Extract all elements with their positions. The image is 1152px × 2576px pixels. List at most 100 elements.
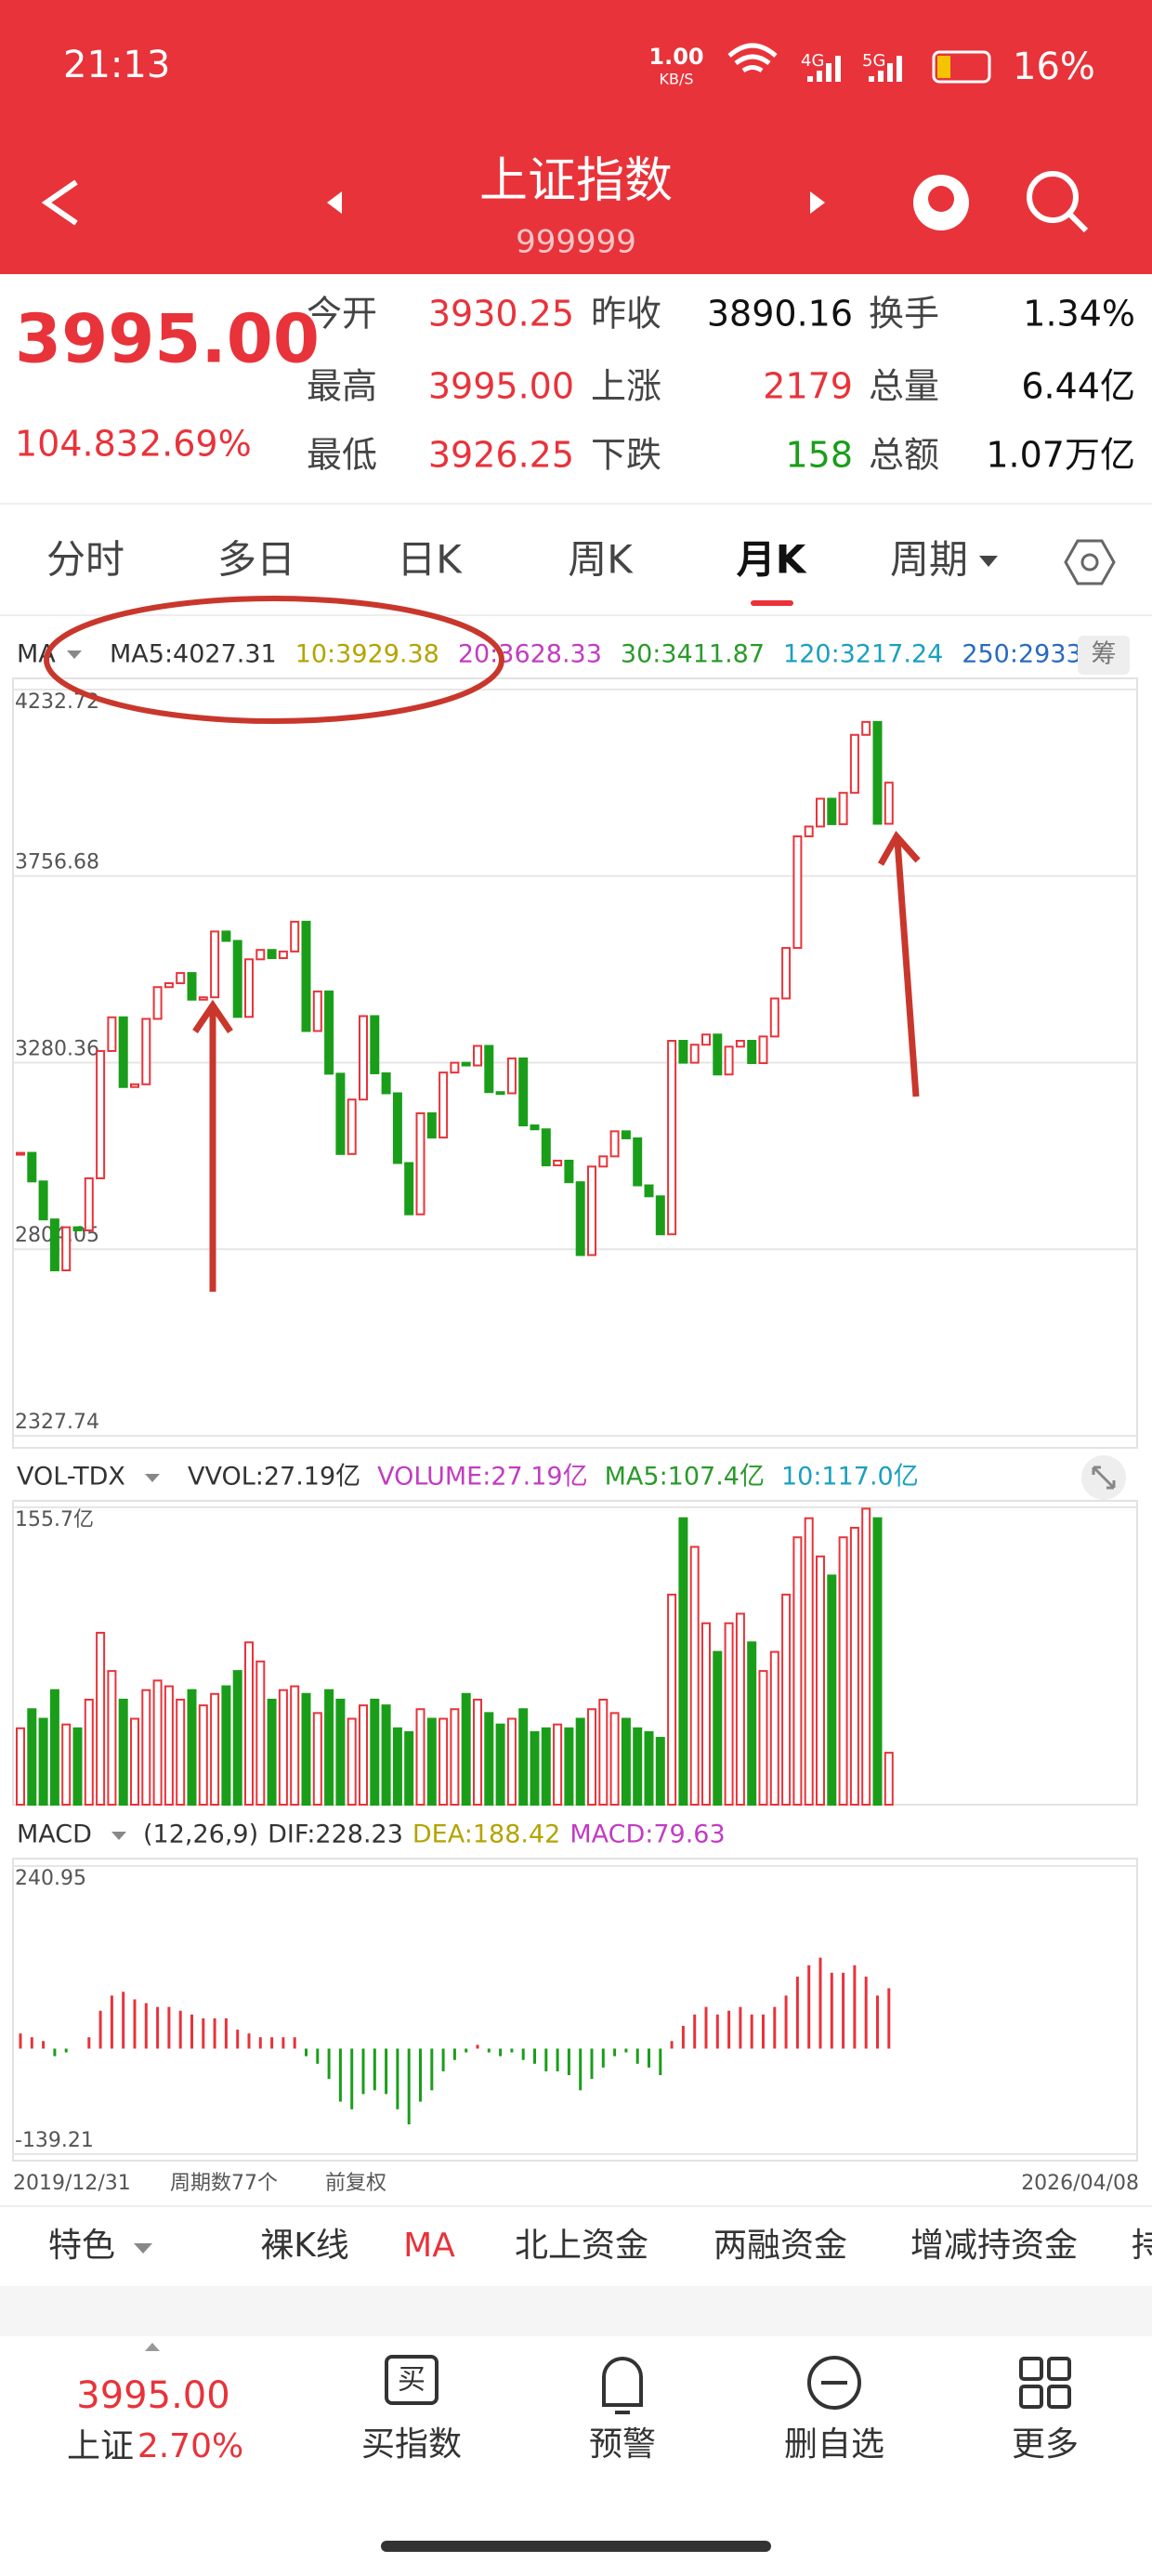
candle xyxy=(16,1151,25,1156)
candle xyxy=(359,1015,368,1101)
volume-bar xyxy=(758,1670,768,1806)
indicator-tab[interactable]: 特色 xyxy=(48,2227,115,2265)
volume-bar xyxy=(301,1692,311,1806)
candle xyxy=(804,825,814,837)
indicator-tab[interactable]: 持 xyxy=(1132,2227,1152,2265)
change: 104.83 xyxy=(15,424,138,465)
candle xyxy=(404,1162,414,1216)
candle xyxy=(324,990,334,1075)
candle xyxy=(609,1130,620,1158)
legend-item: DIF:228.23 xyxy=(268,1820,403,1849)
alert-icon xyxy=(602,2357,643,2414)
y-tick-label: 240.95 xyxy=(15,1867,86,1890)
legend-item: MACD:79.63 xyxy=(569,1820,725,1849)
candle xyxy=(176,972,186,985)
candle xyxy=(792,835,803,950)
volume-bar xyxy=(49,1689,59,1806)
next[interactable] xyxy=(810,191,825,214)
candle xyxy=(884,782,894,825)
volume-bar xyxy=(152,1679,163,1807)
title: 上证指数 xyxy=(479,153,673,209)
candle xyxy=(564,1159,574,1184)
svg-text:买: 买 xyxy=(398,2364,425,2397)
field-label: 今开 xyxy=(307,294,377,335)
legend-item: 20:3628.33 xyxy=(458,640,602,669)
expand[interactable] xyxy=(1092,1465,1116,1490)
candle xyxy=(107,1016,117,1052)
y-tick-label: 3756.68 xyxy=(15,851,99,874)
candle xyxy=(506,1057,517,1095)
vol-label[interactable]: VOL-TDX xyxy=(17,1463,125,1492)
adjust: 前复权 xyxy=(325,2172,386,2195)
macd-label[interactable]: MACD xyxy=(17,1820,92,1849)
time: 21:13 xyxy=(63,44,170,86)
candle xyxy=(484,1045,494,1094)
candle xyxy=(495,1091,505,1096)
volume-bar xyxy=(290,1685,300,1806)
candle xyxy=(72,1226,83,1232)
battery-icon xyxy=(932,50,991,84)
candle xyxy=(118,1016,128,1088)
search[interactable] xyxy=(1027,171,1079,223)
indicator-tab[interactable]: 北上资金 xyxy=(515,2227,648,2265)
volume-bar xyxy=(633,1727,643,1807)
tab[interactable]: 周期 xyxy=(890,537,968,583)
battery-level xyxy=(937,56,950,78)
nav-button[interactable]: 买指数 xyxy=(361,2425,462,2464)
candle xyxy=(781,947,792,1000)
legend-item: DEA:188.42 xyxy=(412,1820,560,1849)
volume-bar xyxy=(232,1670,242,1806)
annotations xyxy=(44,596,921,1292)
candle xyxy=(335,1072,346,1155)
legend-item: 30:3411.87 xyxy=(621,640,765,669)
legend-item: VOLUME:27.19亿 xyxy=(377,1463,587,1492)
volume-bar xyxy=(735,1612,745,1806)
tab[interactable]: 日K xyxy=(397,537,463,583)
prev[interactable] xyxy=(327,191,342,214)
field-value: 158 xyxy=(785,435,853,476)
indicator-tab[interactable]: MA xyxy=(403,2227,455,2265)
tab[interactable]: 多日 xyxy=(217,537,295,583)
periods: 周期数77个 xyxy=(170,2172,278,2195)
y-tick-label: 3280.36 xyxy=(15,1037,99,1060)
tab[interactable]: 周K xyxy=(568,537,634,583)
tab-underline xyxy=(751,600,793,606)
candle xyxy=(49,1218,59,1272)
axis-end: 2026/04/08 xyxy=(1021,2172,1139,2195)
field-label: 下跌 xyxy=(591,435,661,476)
volume-bar xyxy=(541,1727,551,1807)
candle xyxy=(232,940,242,1019)
candle xyxy=(747,1039,757,1065)
nav-button[interactable]: 预警 xyxy=(589,2425,656,2464)
settings[interactable] xyxy=(1064,539,1116,585)
candle xyxy=(61,1226,72,1272)
legend-item: (12,26,9) xyxy=(143,1820,258,1849)
nav-button[interactable]: 删自选 xyxy=(784,2425,884,2464)
volume-bar xyxy=(267,1698,277,1807)
chip-button[interactable]: 筹 xyxy=(1092,640,1117,669)
candle xyxy=(312,990,322,1032)
volume-bar xyxy=(872,1517,883,1806)
nav-button[interactable]: 更多 xyxy=(1012,2425,1079,2464)
volume-bar xyxy=(484,1712,494,1807)
code: 999999 xyxy=(516,224,636,261)
candle xyxy=(541,1128,551,1167)
indicator-tab[interactable]: 两融资金 xyxy=(713,2227,847,2265)
volume-bar xyxy=(61,1723,72,1807)
candle xyxy=(872,720,883,825)
candle xyxy=(530,1124,540,1131)
candle xyxy=(130,1083,139,1088)
back[interactable] xyxy=(41,179,78,226)
tab-active[interactable]: 月K xyxy=(737,537,807,583)
volume-bar xyxy=(701,1622,711,1806)
candle xyxy=(553,1159,563,1167)
tab[interactable]: 分时 xyxy=(46,537,124,583)
volume-bar xyxy=(816,1555,825,1807)
indicator-tab[interactable]: 裸K线 xyxy=(260,2227,349,2265)
volume-bar xyxy=(335,1698,346,1807)
indicator-tab[interactable]: 增减持资金 xyxy=(910,2227,1078,2265)
volume-bar xyxy=(450,1708,460,1806)
candle xyxy=(255,949,266,961)
volume-bar xyxy=(861,1507,871,1807)
battery: 16% xyxy=(1013,46,1095,88)
